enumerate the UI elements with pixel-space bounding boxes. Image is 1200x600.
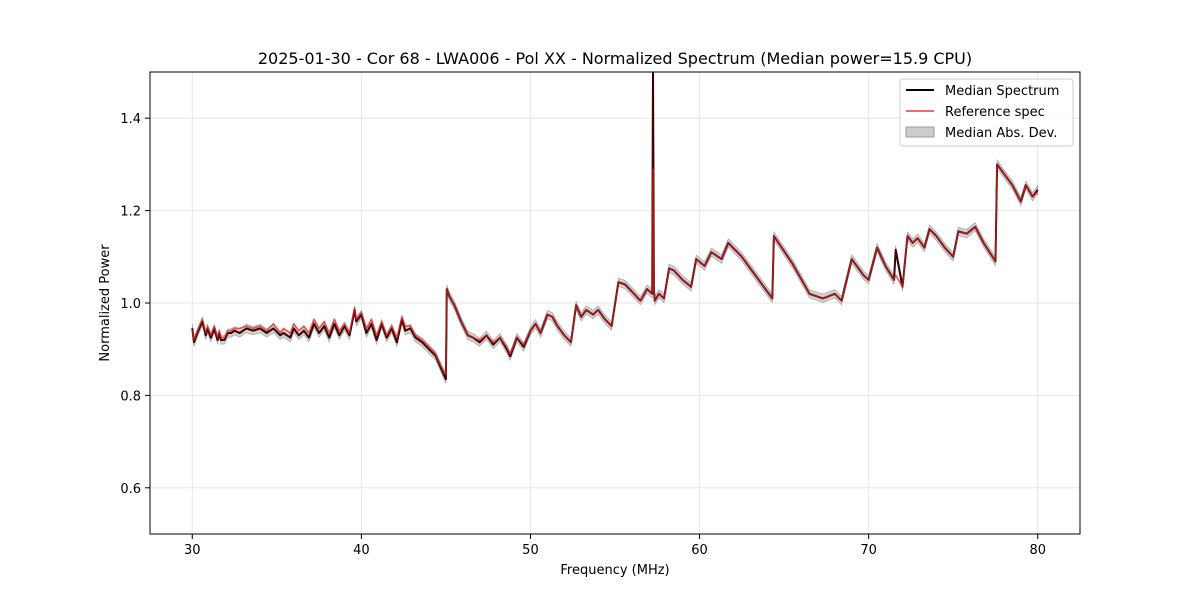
y-tick-label: 1.0 [120, 297, 141, 312]
y-tick-label: 0.6 [120, 482, 141, 497]
y-tick-label: 0.8 [120, 389, 141, 404]
y-axis-label: Normalized Power [98, 244, 113, 362]
x-tick-label: 30 [184, 543, 201, 558]
legend-swatch-mad [905, 126, 935, 138]
chart-title: 2025-01-30 - Cor 68 - LWA006 - Pol XX - … [258, 49, 972, 68]
series-layer [191, 72, 1039, 381]
y-tick-label: 1.4 [120, 112, 141, 127]
x-axis-label: Frequency (MHz) [560, 563, 669, 578]
axis-ticks: 30 40 50 60 70 80 0.6 0.8 1.0 1.2 1.4 [120, 112, 1046, 558]
x-tick-label: 50 [522, 543, 539, 558]
legend-label-mad: Median Abs. Dev. [945, 126, 1057, 141]
x-tick-label: 60 [691, 543, 708, 558]
legend: Median Spectrum Reference spec Median Ab… [899, 78, 1074, 147]
overlap-line [191, 72, 1039, 380]
legend-label-median-spectrum: Median Spectrum [945, 84, 1059, 99]
legend-box [899, 78, 1074, 147]
legend-label-reference-spec: Reference spec [945, 105, 1045, 120]
x-tick-label: 80 [1029, 543, 1046, 558]
x-tick-label: 40 [353, 543, 370, 558]
x-tick-label: 70 [860, 543, 877, 558]
y-tick-label: 1.2 [120, 205, 141, 220]
